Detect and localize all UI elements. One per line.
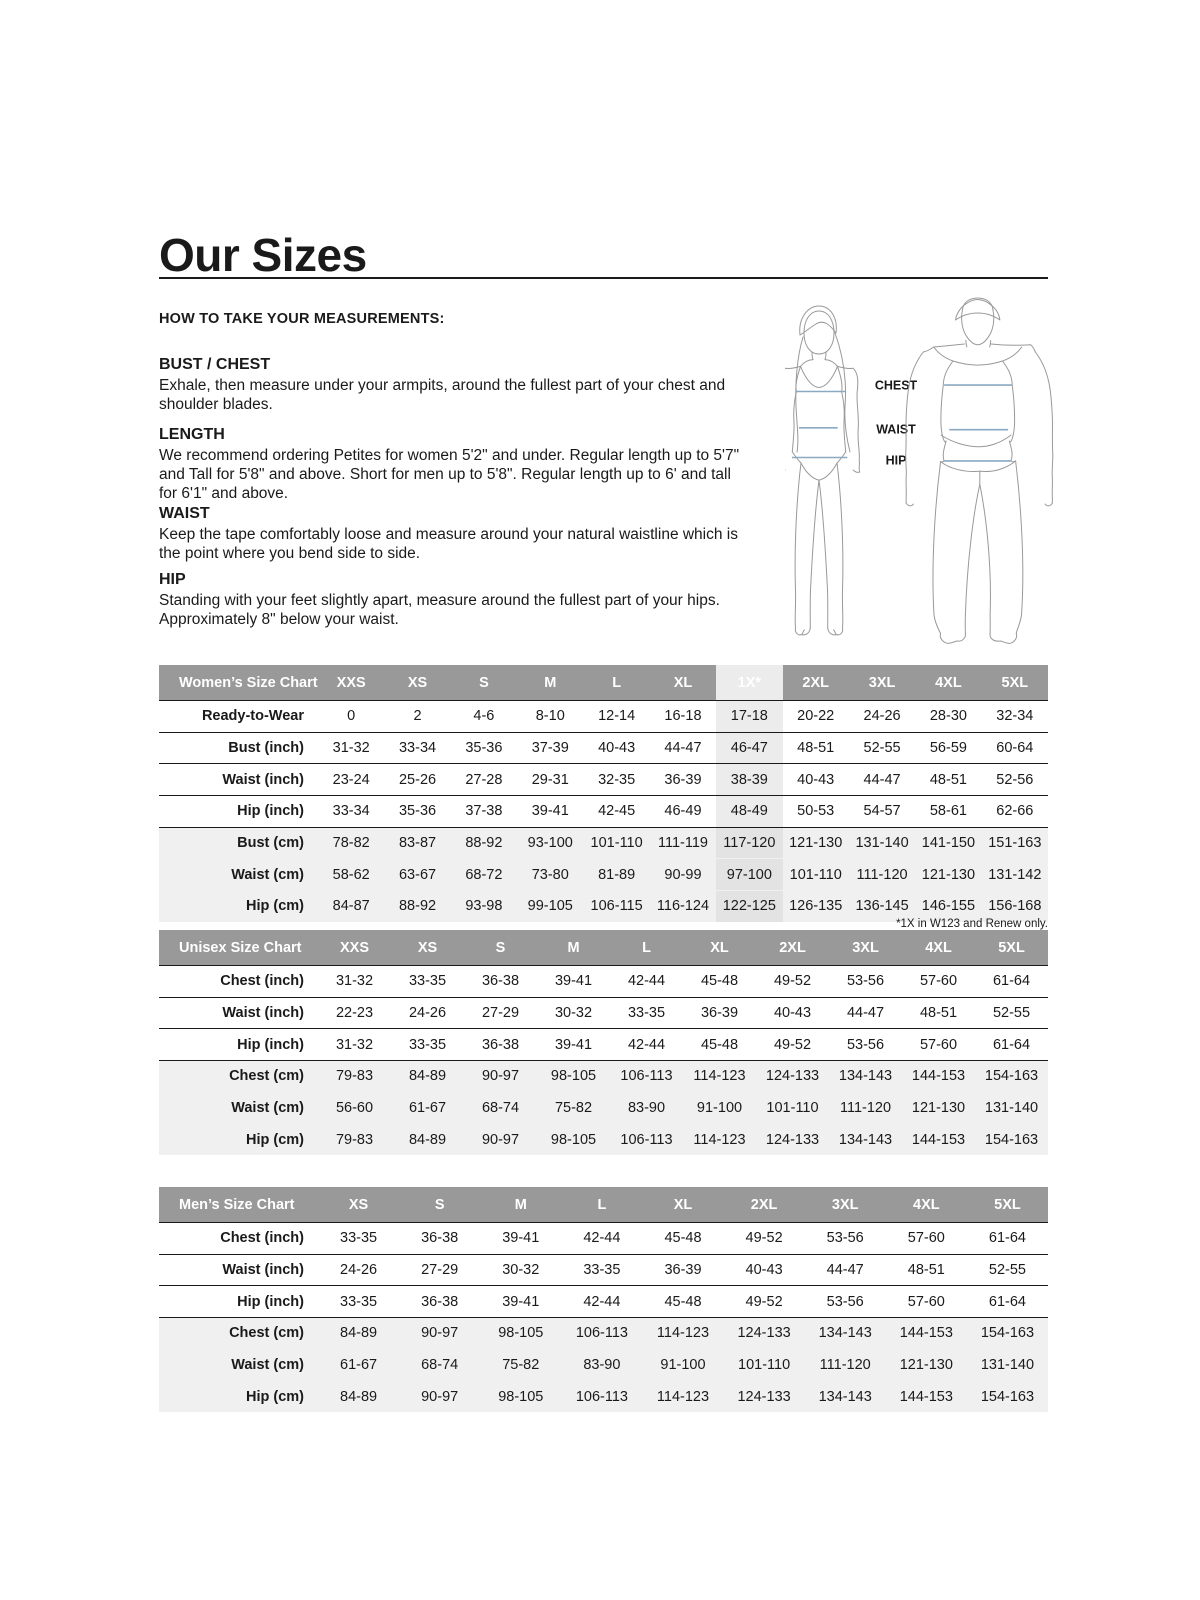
svg-text:WAIST: WAIST [876, 423, 916, 437]
svg-text:HIP: HIP [886, 454, 907, 468]
svg-text:CHEST: CHEST [875, 379, 918, 393]
